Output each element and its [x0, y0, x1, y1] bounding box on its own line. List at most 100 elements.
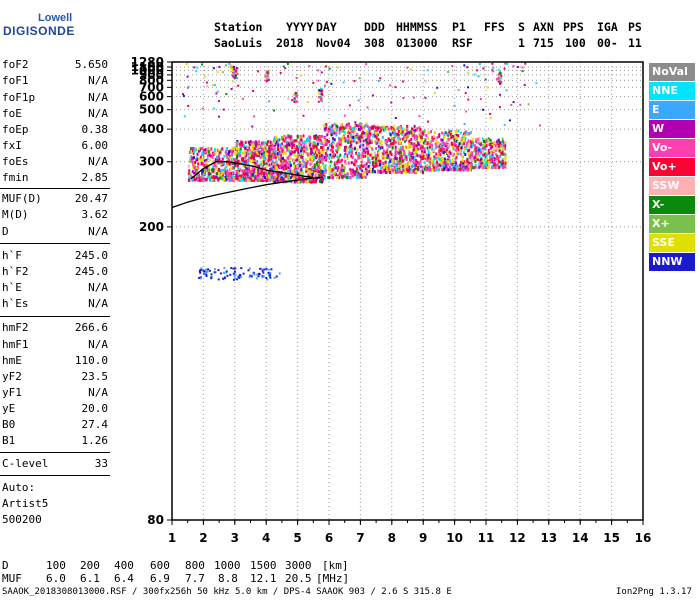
echo-point [205, 275, 208, 277]
echo-point [271, 143, 274, 147]
echo-point [215, 155, 218, 159]
echo-point [267, 76, 270, 79]
echo-point [310, 178, 313, 182]
echo-point [438, 144, 441, 148]
echo-point [527, 103, 530, 106]
echo-point [484, 145, 487, 149]
echo-point [407, 162, 410, 166]
param-key: foEp [2, 123, 29, 136]
echo-point [226, 274, 229, 277]
echo-point [305, 147, 308, 151]
echo-point [419, 155, 422, 158]
echo-point [369, 161, 372, 165]
echo-point [235, 162, 238, 166]
echo-point [436, 136, 439, 140]
header-value-ddd: 308 [364, 36, 385, 50]
echo-point [429, 143, 432, 146]
echo-point [236, 77, 239, 80]
echo-point [197, 173, 200, 177]
echo-point [231, 149, 234, 153]
echo-point [427, 156, 430, 160]
echo-point [429, 168, 432, 172]
echo-point [344, 145, 347, 149]
echo-point [279, 71, 282, 74]
echo-point [316, 167, 319, 171]
echo-point [251, 178, 254, 182]
param-key: h`Es [2, 297, 29, 310]
echo-point [365, 122, 368, 126]
echo-point [301, 152, 304, 156]
echo-point [235, 147, 238, 151]
echo-point [280, 156, 283, 160]
echo-point [364, 154, 367, 158]
echo-point [275, 167, 278, 171]
echo-point [460, 167, 463, 170]
echo-point [404, 132, 407, 136]
echo-point [182, 95, 185, 97]
echo-point [452, 164, 455, 168]
echo-point [261, 142, 264, 146]
echo-point [322, 150, 325, 154]
echo-point [240, 158, 243, 162]
echo-point [344, 159, 347, 163]
echo-point [416, 127, 418, 131]
echo-point [355, 176, 358, 180]
echo-point [425, 134, 428, 137]
param-key: foF2 [2, 58, 29, 71]
echo-point [242, 143, 245, 147]
echo-point [419, 146, 422, 150]
header-value-p1: RSF [452, 36, 473, 50]
echo-point [246, 164, 249, 168]
echo-point [375, 131, 377, 135]
echo-point [302, 165, 305, 168]
echo-point [206, 85, 209, 88]
echo-point [340, 158, 343, 162]
echo-point [434, 142, 437, 146]
echo-point [459, 168, 462, 171]
echo-point [374, 170, 377, 174]
echo-point [205, 161, 208, 165]
echo-point [501, 152, 504, 156]
echo-point [399, 145, 402, 149]
echo-point [227, 176, 230, 180]
echo-point [247, 159, 250, 162]
param-row-hes: h`Es N/A [2, 297, 108, 313]
header-label-station: Station [214, 20, 263, 34]
param-key: h`F2 [2, 265, 29, 278]
echo-point [386, 140, 389, 144]
echo-point [486, 86, 489, 89]
echo-point [303, 160, 306, 164]
echo-point [404, 139, 407, 143]
echo-point [268, 69, 271, 72]
echo-point [265, 153, 268, 157]
echo-point [275, 136, 278, 139]
echo-point [340, 143, 343, 147]
echo-point [218, 161, 221, 165]
param-row-hf: h`F 245.0 [2, 249, 108, 265]
echo-point [366, 142, 369, 146]
echo-point [212, 67, 215, 70]
echo-point [351, 168, 354, 172]
echo-point [201, 169, 204, 173]
echo-point [471, 138, 474, 142]
echo-point [476, 148, 479, 152]
echo-point [409, 161, 412, 164]
echo-point [249, 170, 252, 174]
echo-point [255, 178, 258, 182]
echo-point [240, 174, 243, 178]
echo-point [214, 164, 217, 167]
echo-point [378, 147, 381, 151]
echo-point [188, 178, 191, 182]
echo-point [216, 71, 219, 74]
muf-d-value: 3000 [285, 559, 312, 572]
echo-point [392, 166, 395, 170]
echo-point [275, 160, 278, 164]
echo-point [363, 125, 366, 129]
echo-point [432, 149, 435, 153]
echo-point [399, 162, 402, 166]
echo-point [397, 129, 400, 133]
echo-point [265, 178, 268, 182]
echo-point [235, 67, 238, 69]
echo-point [458, 165, 461, 169]
echo-point [359, 137, 362, 141]
